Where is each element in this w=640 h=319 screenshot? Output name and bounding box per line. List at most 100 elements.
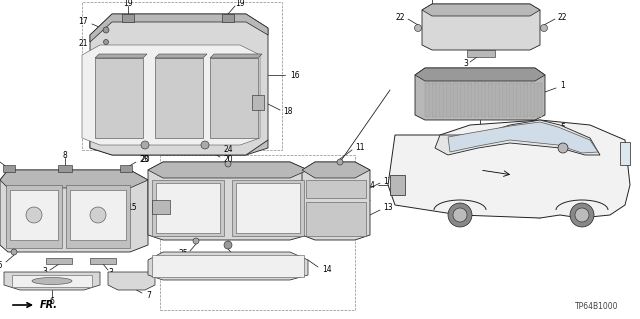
- Polygon shape: [46, 258, 72, 264]
- Text: 1: 1: [560, 81, 564, 91]
- Polygon shape: [10, 190, 58, 240]
- Polygon shape: [537, 83, 542, 117]
- Polygon shape: [453, 83, 458, 117]
- Circle shape: [453, 208, 467, 222]
- Text: 7: 7: [146, 291, 151, 300]
- Polygon shape: [70, 190, 126, 240]
- Text: 15: 15: [127, 204, 137, 212]
- Text: 18: 18: [283, 108, 292, 116]
- Polygon shape: [148, 162, 308, 178]
- Polygon shape: [448, 122, 598, 153]
- Polygon shape: [425, 83, 430, 117]
- Polygon shape: [488, 83, 493, 117]
- Circle shape: [193, 238, 199, 244]
- Bar: [82, 2, 282, 150]
- Text: 3: 3: [108, 268, 113, 277]
- Circle shape: [141, 141, 149, 149]
- Text: 4: 4: [369, 181, 374, 189]
- Text: 3: 3: [42, 268, 47, 277]
- Polygon shape: [95, 58, 143, 138]
- Text: 8: 8: [63, 151, 67, 160]
- Polygon shape: [222, 14, 234, 22]
- Polygon shape: [148, 252, 308, 280]
- Text: 20: 20: [140, 155, 150, 165]
- Text: 13: 13: [383, 204, 392, 212]
- Circle shape: [11, 249, 17, 255]
- Bar: [160, 155, 355, 310]
- Polygon shape: [120, 165, 132, 172]
- Polygon shape: [152, 180, 224, 236]
- Text: 14: 14: [322, 264, 332, 273]
- Text: 6: 6: [49, 296, 54, 306]
- Polygon shape: [4, 272, 100, 290]
- Polygon shape: [523, 83, 528, 117]
- Polygon shape: [236, 183, 300, 233]
- Polygon shape: [0, 170, 148, 252]
- Text: 19: 19: [123, 0, 133, 8]
- Circle shape: [558, 143, 568, 153]
- Polygon shape: [148, 162, 308, 240]
- Polygon shape: [58, 165, 72, 172]
- Polygon shape: [95, 54, 147, 58]
- Text: 11: 11: [355, 144, 365, 152]
- Polygon shape: [82, 45, 260, 145]
- Polygon shape: [155, 58, 203, 138]
- Circle shape: [575, 208, 589, 222]
- Polygon shape: [467, 50, 495, 57]
- Polygon shape: [90, 140, 268, 155]
- Polygon shape: [390, 175, 405, 195]
- Polygon shape: [516, 83, 521, 117]
- Polygon shape: [122, 14, 134, 22]
- Polygon shape: [388, 120, 630, 218]
- Polygon shape: [460, 83, 465, 117]
- Polygon shape: [467, 83, 472, 117]
- Polygon shape: [620, 142, 630, 165]
- Polygon shape: [439, 83, 444, 117]
- Polygon shape: [210, 58, 258, 138]
- Circle shape: [103, 27, 109, 33]
- Polygon shape: [252, 95, 264, 110]
- Text: FR.: FR.: [40, 300, 58, 310]
- Text: 24: 24: [223, 145, 233, 153]
- Polygon shape: [415, 68, 545, 81]
- Polygon shape: [422, 4, 540, 50]
- Text: TP64B1000: TP64B1000: [575, 302, 618, 311]
- Text: 21: 21: [79, 40, 88, 48]
- Text: 20: 20: [224, 155, 234, 165]
- Circle shape: [26, 207, 42, 223]
- Polygon shape: [509, 83, 514, 117]
- Polygon shape: [306, 180, 366, 198]
- Circle shape: [225, 161, 231, 167]
- Text: 17: 17: [78, 17, 88, 26]
- Circle shape: [201, 141, 209, 149]
- Text: 10: 10: [240, 256, 250, 264]
- Polygon shape: [306, 202, 366, 236]
- Polygon shape: [152, 200, 170, 214]
- Polygon shape: [432, 83, 437, 117]
- Polygon shape: [152, 255, 304, 277]
- Text: 25: 25: [179, 249, 188, 258]
- Polygon shape: [530, 83, 535, 117]
- Polygon shape: [3, 165, 15, 172]
- Polygon shape: [495, 83, 500, 117]
- Polygon shape: [232, 180, 304, 236]
- Circle shape: [104, 40, 109, 44]
- Polygon shape: [474, 83, 479, 117]
- Polygon shape: [446, 83, 451, 117]
- Circle shape: [570, 203, 594, 227]
- Circle shape: [224, 241, 232, 249]
- Text: 5: 5: [561, 122, 565, 131]
- Polygon shape: [156, 183, 220, 233]
- Polygon shape: [90, 14, 268, 155]
- Polygon shape: [66, 185, 130, 248]
- Polygon shape: [435, 120, 600, 155]
- Text: 22: 22: [558, 12, 568, 21]
- Polygon shape: [0, 170, 148, 188]
- Text: 23: 23: [140, 155, 150, 165]
- Circle shape: [541, 25, 547, 32]
- Polygon shape: [302, 162, 370, 178]
- Polygon shape: [302, 162, 370, 240]
- Text: 22: 22: [396, 12, 405, 21]
- Polygon shape: [155, 54, 207, 58]
- Ellipse shape: [32, 278, 72, 285]
